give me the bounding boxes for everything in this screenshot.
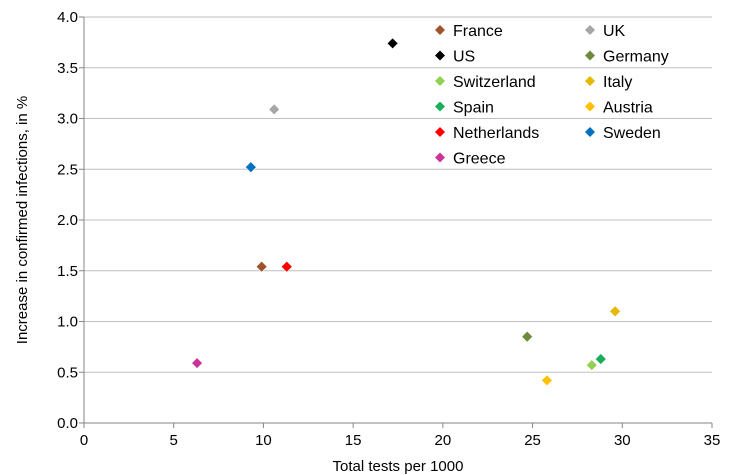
legend-marker-france [435,25,445,35]
x-tick-label: 25 [524,432,541,449]
y-tick-label: 3.0 [57,111,78,128]
x-tick-label: 30 [614,432,631,449]
legend-label-greece: Greece [453,151,506,168]
x-tick-label: 5 [170,432,178,449]
x-tick-label: 35 [704,432,721,449]
legend-marker-spain [435,101,445,112]
data-point-italy [609,305,622,318]
x-axis-title: Total tests per 1000 [333,458,464,475]
data-point-sweden [244,161,257,174]
y-tick-label: 0.0 [57,415,78,432]
legend-marker-sweden [585,127,595,137]
y-tick-label: 2.5 [57,161,78,178]
legend-marker-germany [585,50,595,61]
legend-marker-austria [585,101,595,112]
legend-label-spain: Spain [453,100,494,117]
data-point-uk [268,103,281,116]
legend-marker-switzerland [435,76,445,86]
legend-label-us: US [453,49,475,66]
legend-label-uk: UK [603,23,626,40]
y-axis-title: Increase in confirmed infections, in % [14,96,31,344]
y-tick-label: 2.0 [57,212,78,229]
legend-marker-us [435,50,445,61]
legend-label-netherlands: Netherlands [453,125,539,142]
data-point-greece [191,357,203,370]
legend-marker-netherlands [435,127,445,137]
y-tick-label: 4.0 [57,9,78,26]
data-point-austria [541,374,553,387]
data-point-spain [594,353,607,365]
tick-labels: 0.0 0.5 1.0 1.5 2.0 2.5 3.0 3.5 4.0 0 5 10 15 20 25 30 3… [57,9,720,449]
legend-label-italy: Italy [603,74,632,91]
data-point-germany [521,330,534,343]
legend-marker-italy [585,76,595,86]
legend-label-france: France [453,23,503,40]
y-tick-label: 0.5 [57,364,78,381]
legend-marker-uk [585,25,595,35]
legend: France UK US Germany Switzerland Italy Spain Au… [435,23,669,168]
x-tick-label: 20 [435,432,452,449]
legend-label-austria: Austria [603,100,653,117]
y-tick-label: 3.5 [57,60,78,77]
legend-label-sweden: Sweden [603,125,661,142]
axes [79,16,713,428]
gridlines [84,16,712,424]
y-tick-label: 1.5 [57,263,78,280]
legend-label-germany: Germany [603,49,669,66]
x-tick-label: 15 [345,432,362,449]
legend-label-switzerland: Switzerland [453,74,536,91]
data-point-us [386,37,399,50]
y-tick-label: 1.0 [57,314,78,331]
legend-marker-greece [435,152,445,163]
data-point-switzerland [585,359,598,372]
data-point-france [255,260,268,273]
data-points [191,37,622,387]
x-tick-label: 10 [255,432,272,449]
x-tick-label: 0 [80,432,88,449]
data-point-netherlands [280,260,293,273]
